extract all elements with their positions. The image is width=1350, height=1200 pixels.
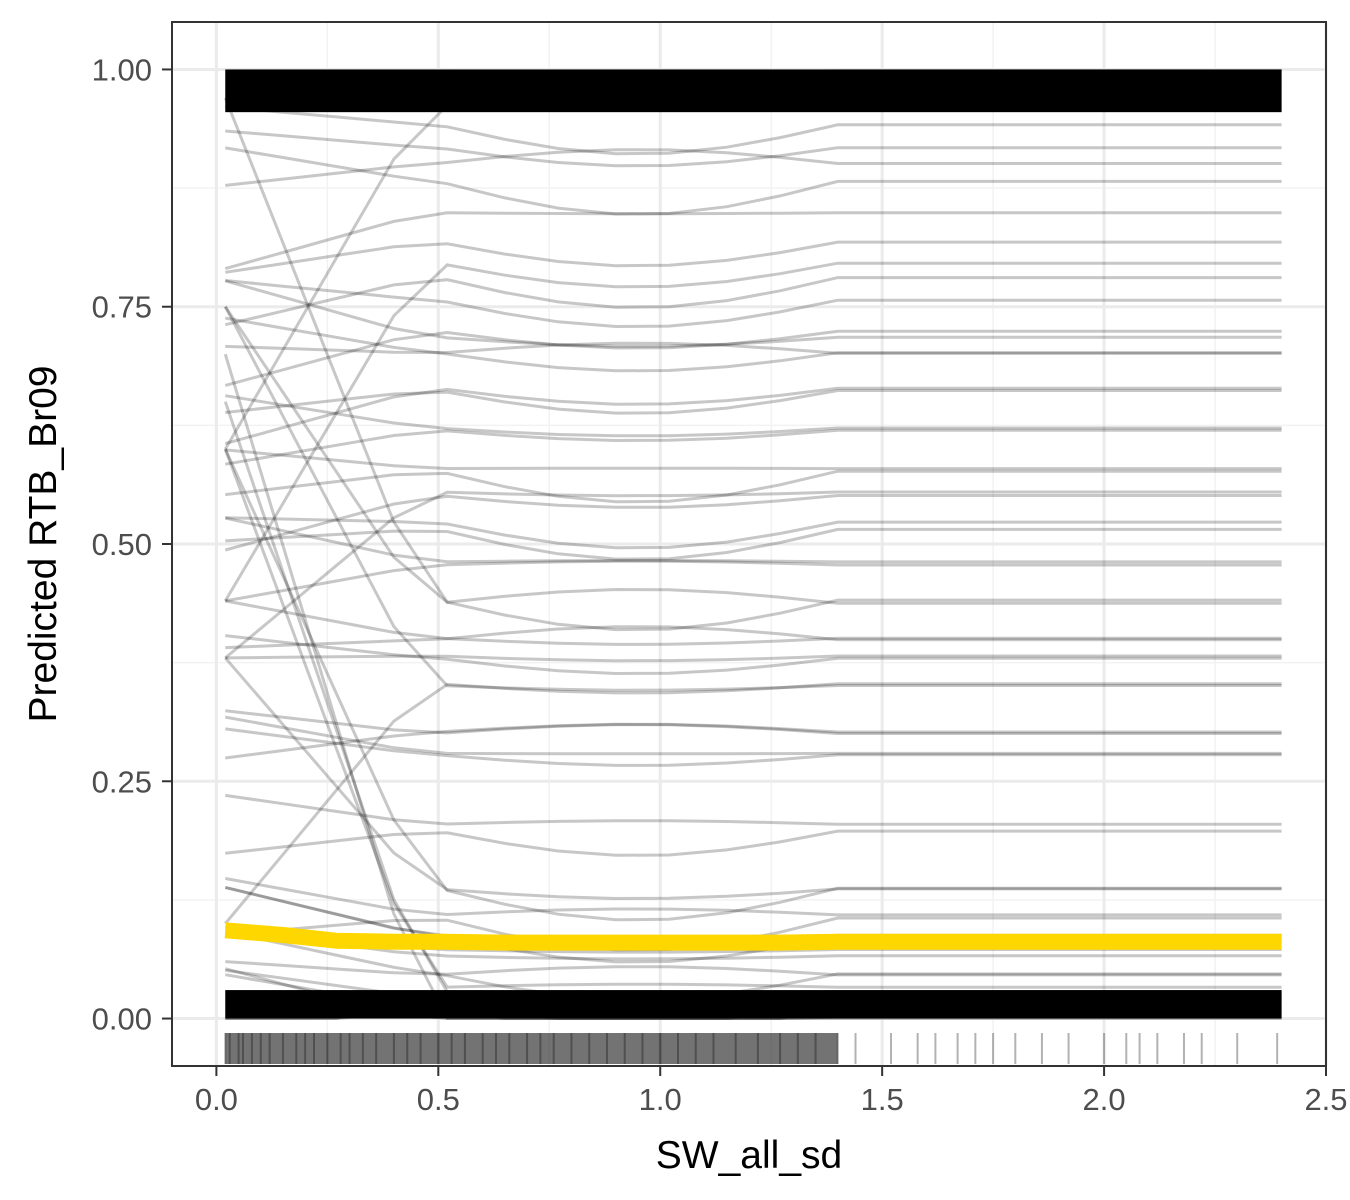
ice-curve xyxy=(225,240,1282,274)
average-curve xyxy=(224,922,1282,951)
ice-curve xyxy=(223,448,1282,989)
ice-curve xyxy=(225,316,1282,373)
ice-curve xyxy=(225,279,1282,329)
ice-curve xyxy=(225,129,1282,168)
ice-curve xyxy=(224,211,1282,271)
x-tick-label: 1.5 xyxy=(861,1082,904,1117)
dense-curves-top xyxy=(225,69,1282,113)
ice-curve xyxy=(225,148,1282,187)
ice-curve xyxy=(224,276,1282,327)
ice-curve xyxy=(225,516,1282,550)
ice-curve xyxy=(225,599,1282,646)
ice-curve xyxy=(225,877,1282,917)
ice-curve xyxy=(225,394,1282,438)
ice-curve xyxy=(224,386,1282,446)
x-tick-label: 2.0 xyxy=(1083,1082,1126,1117)
ice-curve xyxy=(224,682,1282,925)
x-tick-label: 1.0 xyxy=(639,1082,682,1117)
ice-curve xyxy=(225,428,1282,466)
ice-curve xyxy=(223,353,1282,1020)
ice-curve xyxy=(225,85,1282,109)
y-tick-label: 0.75 xyxy=(92,290,152,325)
ice-curve xyxy=(224,490,1282,660)
x-axis-title: SW_all_sd xyxy=(656,1134,842,1177)
x-tick-label: 2.5 xyxy=(1304,1082,1347,1117)
ice-curve xyxy=(225,715,1282,756)
ice-curve xyxy=(224,494,1282,552)
ice-curve xyxy=(224,100,1282,450)
ice-curve xyxy=(225,634,1282,676)
ice-curve xyxy=(225,722,1282,760)
rug-dense xyxy=(225,1033,838,1064)
y-axis: 0.00 0.25 0.50 0.75 1.00 xyxy=(92,52,172,1037)
ice-curve xyxy=(225,105,1282,156)
x-axis: 0.0 0.5 1.0 1.5 2.0 2.5 xyxy=(195,1066,1348,1117)
ice-curve xyxy=(225,829,1282,857)
ice-curve xyxy=(225,998,1282,1020)
ice-curve xyxy=(225,727,1282,767)
ice-curve xyxy=(223,401,1282,998)
y-tick-label: 0.50 xyxy=(92,527,152,562)
ice-curve xyxy=(224,279,1282,348)
ice-curve xyxy=(224,329,1282,387)
y-tick-label: 0.00 xyxy=(92,1002,152,1037)
x-tick-label: 0.0 xyxy=(195,1082,238,1117)
individual-curves xyxy=(223,69,1282,1020)
x-tick-label: 0.5 xyxy=(417,1082,460,1117)
ice-curve xyxy=(223,448,1282,922)
ice-curve xyxy=(225,389,1282,415)
ice-curve xyxy=(225,341,1282,355)
dense-curves-bottom xyxy=(225,990,1282,1019)
y-tick-label: 1.00 xyxy=(92,52,152,87)
ice-curve xyxy=(224,967,1282,1020)
ice-curve xyxy=(225,654,1282,663)
rug-marks xyxy=(224,1033,1279,1064)
ice-curve xyxy=(225,146,1282,216)
y-axis-title: Predicted RTB_Br09 xyxy=(22,366,65,723)
average-curve-group xyxy=(224,922,1282,951)
ice-curve xyxy=(225,1005,1282,1020)
ice-curve xyxy=(224,930,1282,1001)
ice-curve xyxy=(225,793,1282,826)
ice-curve xyxy=(225,709,1282,735)
y-tick-label: 0.25 xyxy=(92,764,152,799)
ice-curve xyxy=(224,656,1282,901)
ice-curve xyxy=(225,960,1282,977)
ice-curve xyxy=(225,469,1282,504)
ice-curve xyxy=(225,928,1282,961)
ice-curve xyxy=(225,559,1282,603)
ice-curve xyxy=(223,306,1282,692)
ice-curve xyxy=(225,973,1282,1012)
ice-curve xyxy=(225,527,1282,561)
ice-curve xyxy=(225,968,1282,1001)
ice-curve xyxy=(225,69,1282,102)
ice-curve xyxy=(223,97,1282,632)
ice-curve xyxy=(224,516,1282,564)
ice-curve xyxy=(225,625,1282,650)
ice-curve xyxy=(225,448,1282,471)
ice-curve xyxy=(224,305,1282,605)
ice-curve xyxy=(224,261,1282,602)
